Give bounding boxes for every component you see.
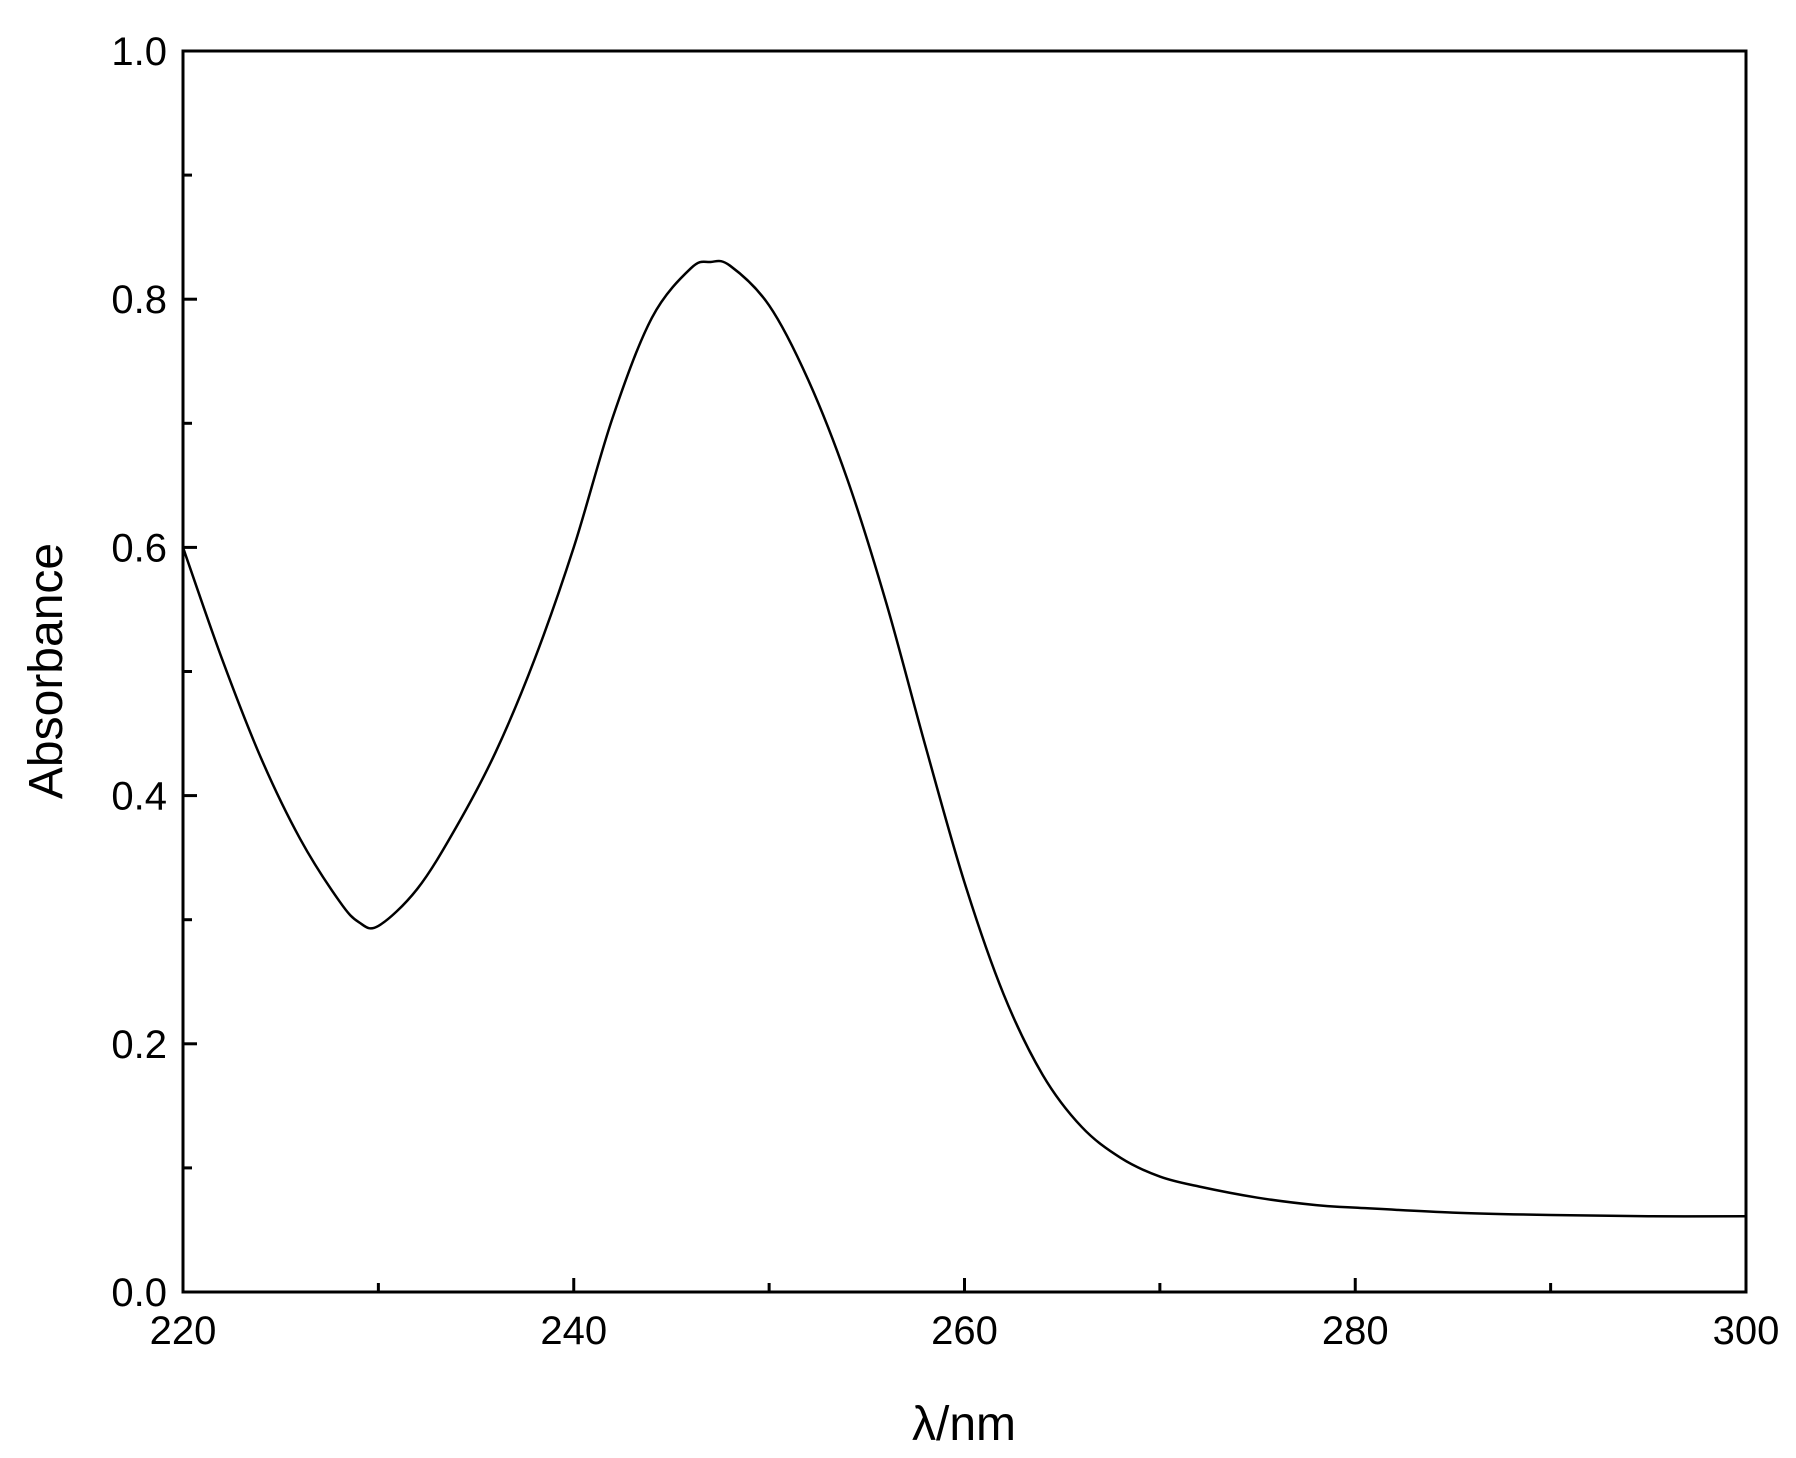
y-tick-label: 0.4 (111, 775, 167, 819)
y-axis-title: Absorbance (20, 543, 73, 799)
x-tick-label: 240 (540, 1309, 607, 1353)
y-tick-label: 0.2 (111, 1023, 167, 1067)
y-tick-label: 0.8 (111, 278, 167, 322)
x-major-ticks (181, 1278, 1748, 1292)
x-tick-label: 220 (150, 1309, 217, 1353)
absorbance-curve (181, 259, 1747, 1218)
y-tick-label: 0.0 (111, 1271, 167, 1315)
y-tick-label: 1.0 (111, 30, 167, 74)
x-tick-label: 280 (1322, 1309, 1389, 1353)
x-minor-ticks (376, 1283, 1553, 1292)
x-tick-label: 260 (931, 1309, 998, 1353)
x-tick-label: 300 (1713, 1309, 1780, 1353)
y-major-ticks (183, 49, 197, 1294)
x-tick-labels: 220 240 260 280 300 (150, 1309, 1780, 1353)
y-tick-label: 0.6 (111, 526, 167, 570)
x-axis-title: λ/nm (912, 1398, 1016, 1451)
plot-area-frame (181, 49, 1748, 1294)
y-tick-labels: 0.0 0.2 0.4 0.6 0.8 1.0 (111, 30, 167, 1315)
y-minor-ticks (183, 173, 192, 1170)
